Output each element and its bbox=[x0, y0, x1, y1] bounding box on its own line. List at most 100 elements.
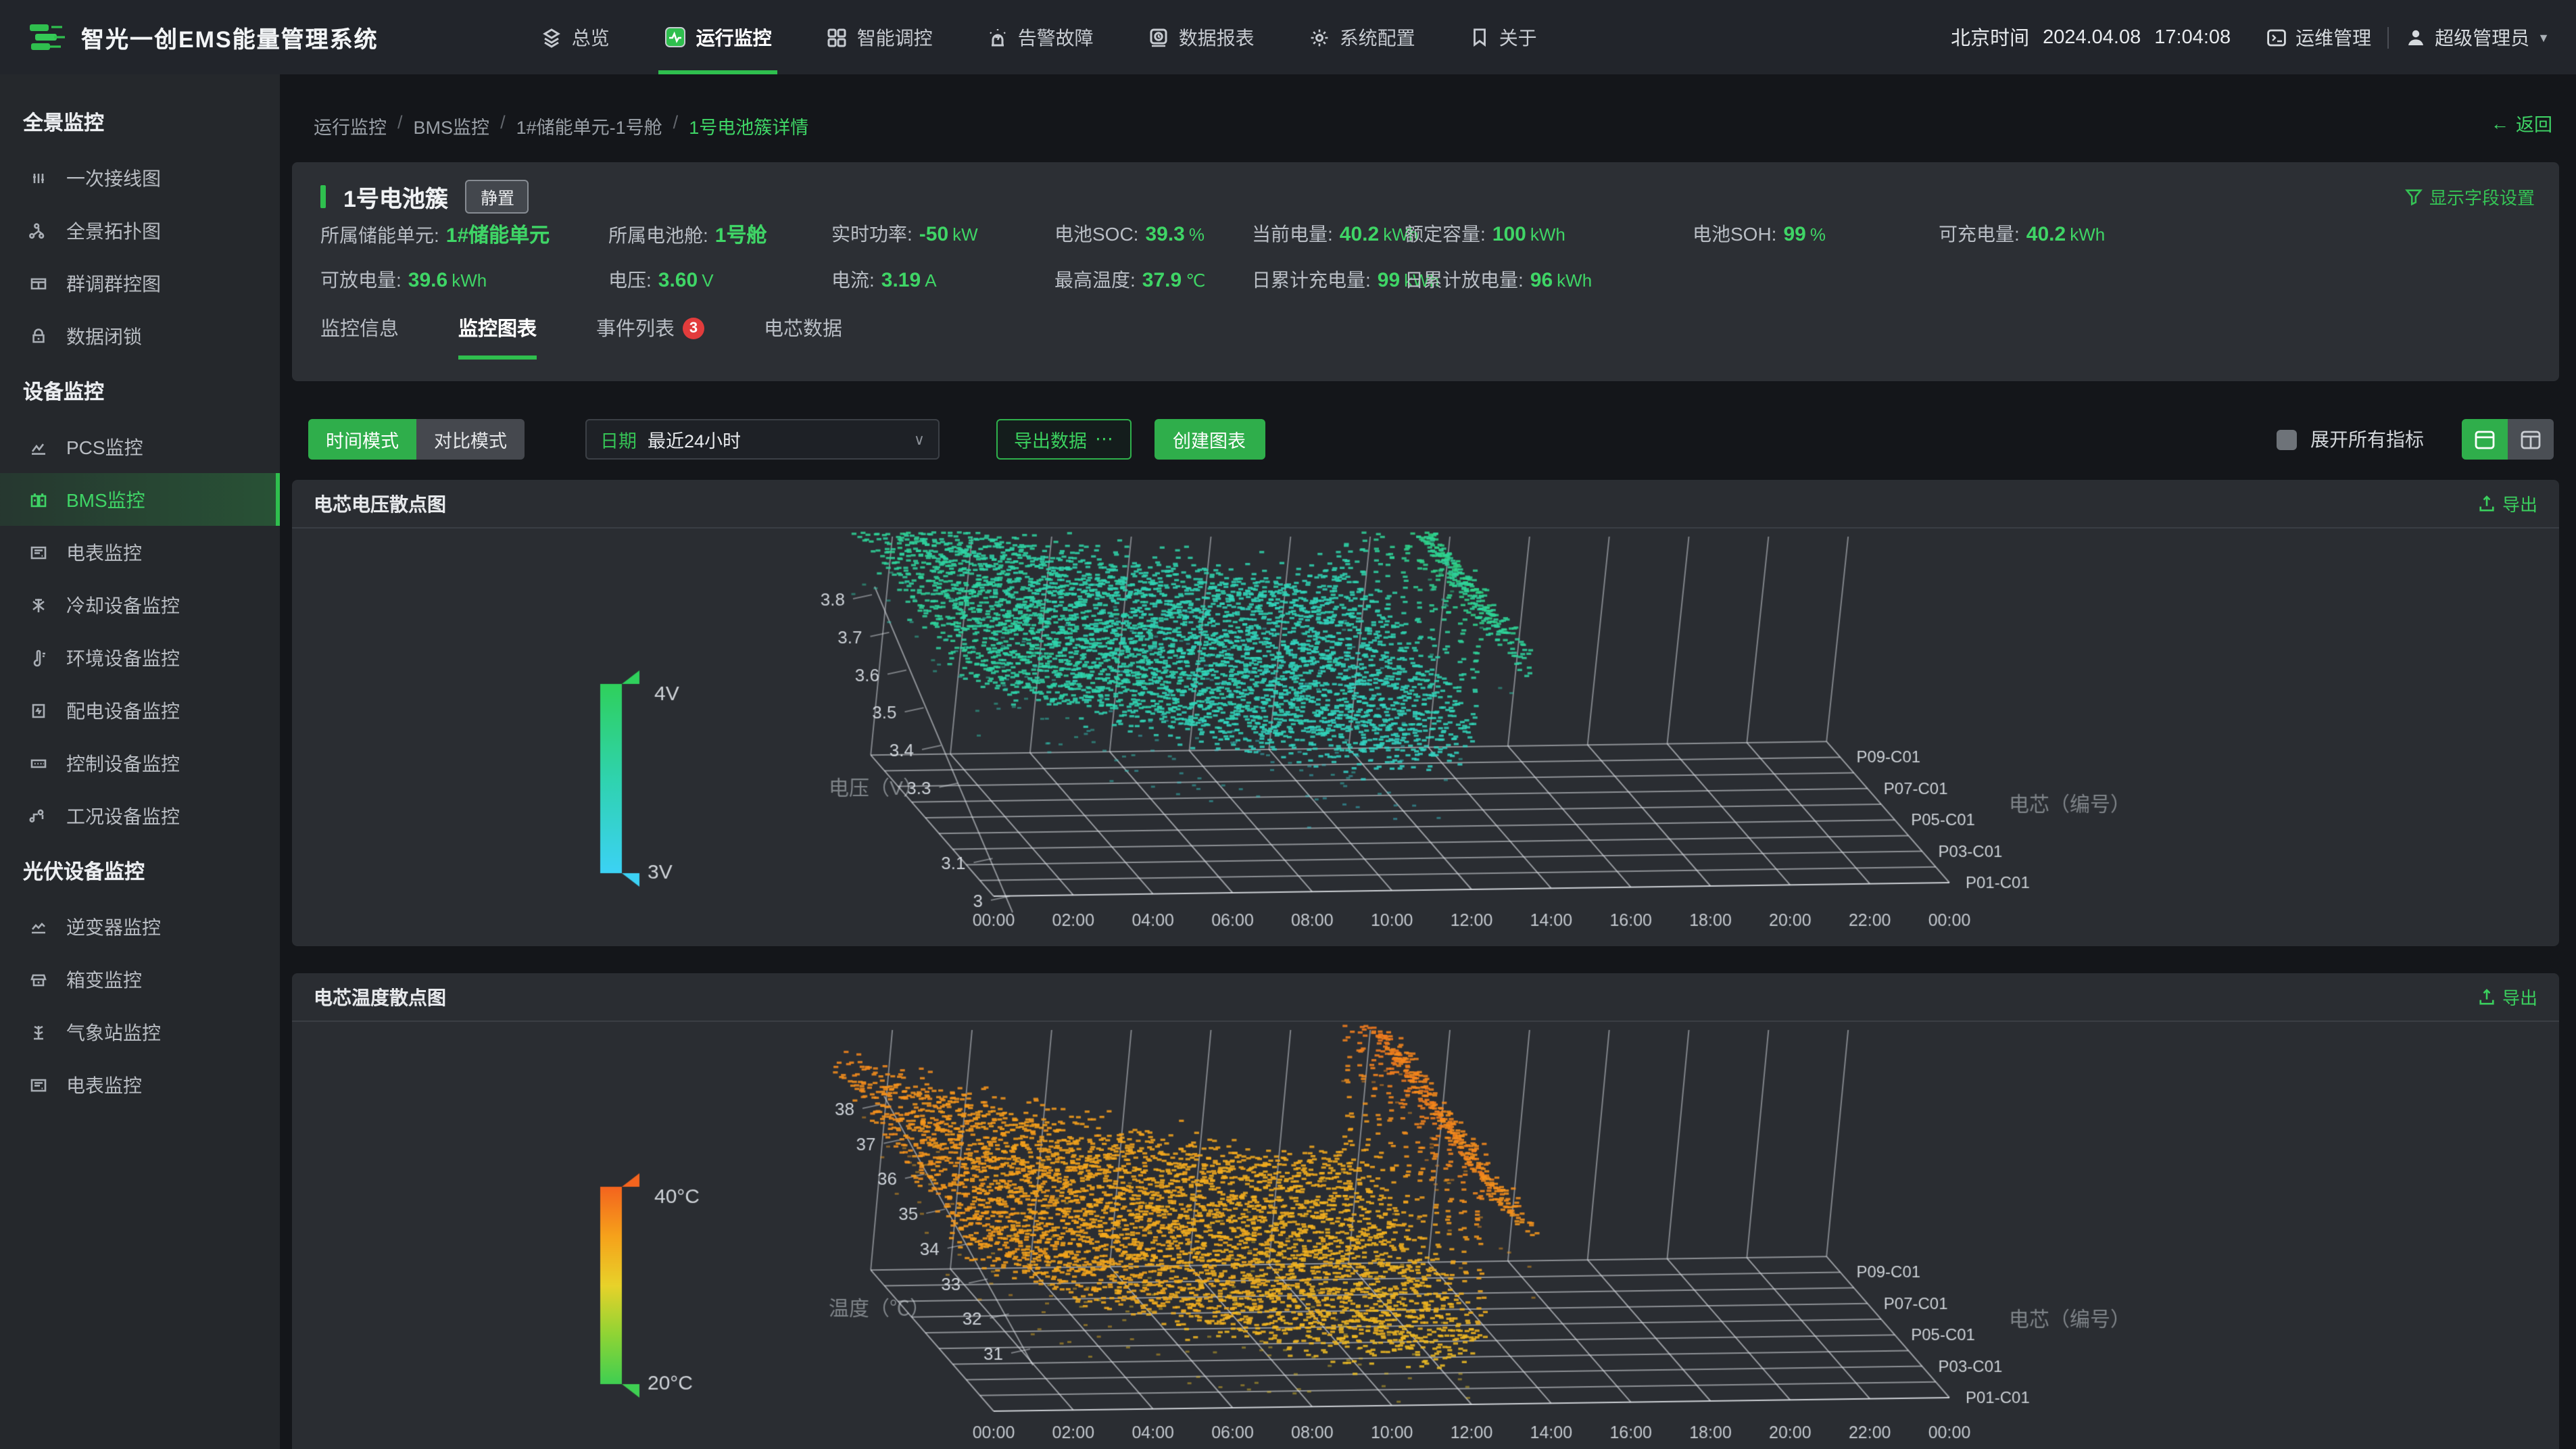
bms-battery-icon bbox=[30, 493, 47, 507]
sidebar-item-1-2[interactable]: 电表监控 bbox=[0, 526, 280, 579]
nav-overview[interactable]: 总览 bbox=[541, 0, 610, 74]
divider bbox=[2387, 26, 2389, 48]
battery-field: 最高温度: 37.9 ℃ bbox=[1054, 269, 1206, 292]
battery-info-card: 1号电池簇 静置 显示字段设置 所属储能单元: 1#储能单元 所属电池舱: 1号舱 实时… bbox=[292, 162, 2559, 381]
nav-data-report[interactable]: 数据报表 bbox=[1148, 0, 1255, 74]
voltage-scatter-card: 电芯电压散点图 导出 bbox=[292, 480, 2559, 946]
sidebar-item-1-5[interactable]: 配电设备监控 bbox=[0, 684, 280, 737]
voltage-3d-scatter-chart[interactable] bbox=[292, 529, 2559, 945]
export-icon bbox=[2479, 989, 2494, 1005]
mode-switch: 时间模式 对比模式 bbox=[308, 419, 525, 460]
nav-run-monitoring[interactable]: 运行监控 bbox=[658, 0, 777, 74]
expand-all-checkbox[interactable] bbox=[2277, 429, 2297, 449]
two-column-layout-button[interactable] bbox=[2508, 419, 2554, 460]
export-chart-button[interactable]: 导出 bbox=[2478, 984, 2537, 1010]
sidebar-item-0-2[interactable]: 群调群控图 bbox=[0, 257, 280, 310]
date-range-select[interactable]: 日期 最近24小时 ∨ bbox=[585, 419, 940, 460]
field-settings-link[interactable]: 显示字段设置 bbox=[2405, 184, 2535, 210]
sidebar-item-1-6[interactable]: 控制设备监控 bbox=[0, 737, 280, 789]
data-lock-icon bbox=[32, 328, 45, 343]
nav-alarm-fault[interactable]: 告警故障 bbox=[987, 0, 1094, 74]
power-distribution-icon bbox=[32, 703, 45, 718]
layout-toggle bbox=[2462, 419, 2554, 460]
chart-title: 电芯电压散点图 bbox=[314, 493, 446, 514]
grid-icon bbox=[827, 28, 846, 47]
tab-monitor-info[interactable]: 监控信息 bbox=[320, 319, 399, 341]
sidebar-section-header: 设备监控 bbox=[23, 381, 105, 404]
chart-controls: 时间模式 对比模式 日期 最近24小时 ∨ 导出数据 ⋯ 创建图表 展开所有指标 bbox=[292, 419, 2559, 460]
export-data-button[interactable]: 导出数据 ⋯ bbox=[996, 419, 1131, 460]
sidebar-item-2-1[interactable]: 箱变监控 bbox=[0, 953, 280, 1006]
single-column-layout-button[interactable] bbox=[2462, 419, 2508, 460]
chevron-down-icon: ▼ bbox=[2537, 30, 2550, 44]
battery-field: 当前电量: 40.2 kWh bbox=[1252, 223, 1419, 246]
control-device-icon bbox=[30, 758, 47, 768]
tab-monitor-charts[interactable]: 监控图表 bbox=[458, 314, 537, 360]
monitor-pulse-icon bbox=[664, 27, 685, 47]
cluster-control-icon bbox=[30, 277, 47, 289]
sidebar-section-header: 光伏设备监控 bbox=[23, 861, 145, 884]
breadcrumb-item[interactable]: 运行监控 bbox=[314, 118, 387, 138]
current-time: 17:04:08 bbox=[2154, 26, 2231, 48]
sidebar-item-0-3[interactable]: 数据闭锁 bbox=[0, 310, 280, 362]
sidebar-item-1-0[interactable]: PCS监控 bbox=[0, 420, 280, 473]
app-title: 智光一创EMS能量管理系统 bbox=[81, 27, 379, 53]
battery-status-badge[interactable]: 静置 bbox=[465, 180, 529, 214]
breadcrumb-item[interactable]: 1#储能单元-1号舱 bbox=[516, 118, 662, 138]
event-count-badge: 3 bbox=[683, 317, 704, 339]
sidebar-item-2-2[interactable]: 气象站监控 bbox=[0, 1006, 280, 1058]
alarm-lamp-icon bbox=[989, 28, 1006, 46]
back-arrow-icon: ← bbox=[2491, 113, 2509, 133]
time-mode-button[interactable]: 时间模式 bbox=[308, 419, 416, 460]
environment-icon bbox=[33, 649, 45, 666]
tab-event-list[interactable]: 事件列表 3 bbox=[596, 314, 704, 360]
battery-field: 日累计充电量: 99 kWh bbox=[1252, 269, 1440, 292]
inverter-icon bbox=[32, 922, 45, 933]
chart-title: 电芯温度散点图 bbox=[314, 986, 446, 1008]
wrench-icon bbox=[2267, 28, 2286, 46]
sidebar-item-0-1[interactable]: 全景拓扑图 bbox=[0, 204, 280, 257]
sidebar-item-2-3[interactable]: 电表监控 bbox=[0, 1058, 280, 1111]
battery-field: 额定容量: 100 kWh bbox=[1405, 223, 1565, 246]
main-content: 运行监控 / BMS监控/ 1#储能单元-1号舱/ 1号电池簇详情 ← 返回 1号… bbox=[280, 74, 2576, 1449]
export-chart-button[interactable]: 导出 bbox=[2478, 491, 2537, 516]
user-menu[interactable]: 超级管理员 ▼ bbox=[2405, 24, 2550, 51]
breadcrumb-item[interactable]: BMS监控 bbox=[413, 118, 490, 138]
sidebar-item-1-7[interactable]: 工况设备监控 bbox=[0, 789, 280, 842]
nav-about[interactable]: 关于 bbox=[1469, 0, 1537, 74]
sidebar-item-bms[interactable]: BMS监控 bbox=[0, 473, 280, 526]
compare-mode-button[interactable]: 对比模式 bbox=[416, 419, 525, 460]
battery-field: 电池SOH: 99% bbox=[1693, 223, 1826, 246]
battery-field: 日累计放电量: 96 kWh bbox=[1405, 269, 1593, 292]
topology-icon bbox=[29, 222, 45, 239]
layers-icon bbox=[542, 28, 560, 47]
nav-smart-control[interactable]: 智能调控 bbox=[826, 0, 933, 74]
rows-layout-icon bbox=[2475, 430, 2495, 449]
nav-system-config[interactable]: 系统配置 bbox=[1309, 0, 1415, 74]
battery-field: 电池SOC: 39.3% bbox=[1054, 223, 1205, 246]
battery-field: 电流: 3.19 A bbox=[831, 269, 937, 292]
report-icon bbox=[1150, 28, 1167, 47]
ops-management-link[interactable]: 运维管理 bbox=[2266, 24, 2371, 51]
sidebar: 全景监控 一次接线图 全景拓扑图 群调群控图 数据闭锁 设备监控 PCS监控 BMS监控 电表监… bbox=[0, 74, 280, 1449]
temperature-3d-scatter-chart[interactable] bbox=[292, 1022, 2559, 1449]
sidebar-item-1-4[interactable]: 环境设备监控 bbox=[0, 631, 280, 684]
meter-icon bbox=[30, 545, 47, 559]
back-button[interactable]: ← 返回 bbox=[2491, 113, 2552, 135]
sidebar-section-header: 全景监控 bbox=[23, 112, 105, 135]
sidebar-item-1-3[interactable]: 冷却设备监控 bbox=[0, 579, 280, 631]
user-icon bbox=[2408, 29, 2424, 45]
battery-field: 电压: 3.60 V bbox=[608, 269, 714, 292]
date-label: 日期 bbox=[600, 431, 637, 451]
sidebar-item-2-0[interactable]: 逆变器监控 bbox=[0, 900, 280, 953]
bookmark-icon bbox=[1473, 28, 1486, 47]
battery-field: 可放电量: 39.6 kWh bbox=[320, 269, 487, 292]
tab-cell-data[interactable]: 电芯数据 bbox=[764, 319, 842, 341]
columns-layout-icon bbox=[2521, 430, 2541, 449]
export-icon bbox=[2479, 495, 2494, 512]
sidebar-item-0-0[interactable]: 一次接线图 bbox=[0, 151, 280, 204]
main-nav: 总览 运行监控 智能调控 告警故障 数据报表 系统配置 bbox=[541, 0, 1537, 74]
date-value: 最近24小时 bbox=[648, 431, 742, 451]
title-accent-bar bbox=[320, 185, 326, 208]
create-chart-button[interactable]: 创建图表 bbox=[1154, 419, 1265, 460]
